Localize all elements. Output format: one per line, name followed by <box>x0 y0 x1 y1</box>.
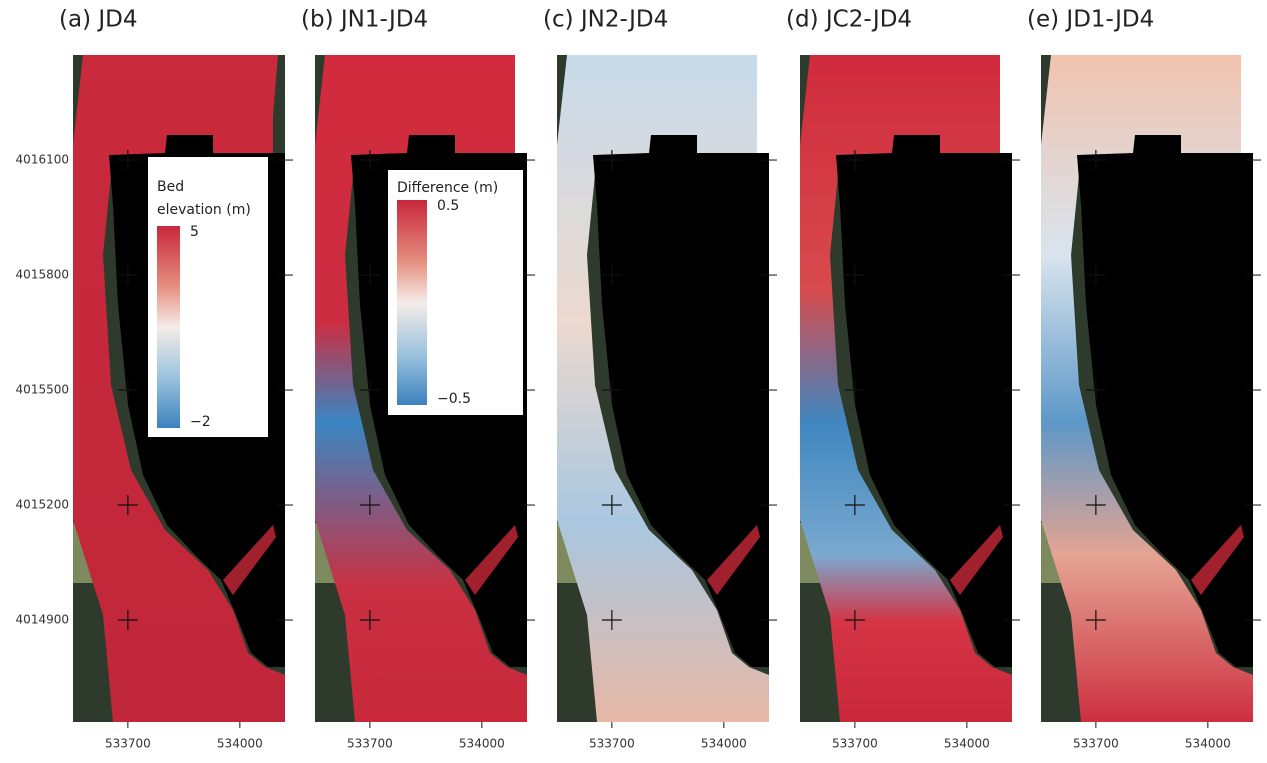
map-panel <box>800 55 1012 722</box>
colorbar <box>157 226 180 428</box>
difference-surface <box>315 55 527 722</box>
notch <box>1241 55 1253 153</box>
crosshair <box>844 150 865 171</box>
crosshair <box>117 380 138 401</box>
crosshair <box>844 610 865 631</box>
crosshair <box>359 495 380 516</box>
panel-title: (b) JN1-JD4 <box>301 7 428 33</box>
crosshair <box>117 495 138 516</box>
crosshair <box>601 610 622 631</box>
legend-tick-label: 5 <box>190 224 199 240</box>
panel-title: (e) JD1-JD4 <box>1027 7 1154 33</box>
y-tick-label: 4015800 <box>16 268 69 282</box>
jetty <box>223 525 276 595</box>
panel-title: (c) JN2-JD4 <box>543 7 668 33</box>
difference-surface <box>800 55 1012 722</box>
x-tick-label: 533700 <box>105 737 151 751</box>
panel-title: (d) JC2-JD4 <box>786 7 912 33</box>
y-tick-label: 4014900 <box>16 613 69 627</box>
crosshair <box>1085 265 1106 286</box>
difference-surface <box>1041 55 1253 722</box>
crosshair <box>117 265 138 286</box>
reservoir <box>836 135 1012 667</box>
colorbar <box>397 200 427 405</box>
legend-title: Bed <box>157 179 184 195</box>
jetty <box>1191 525 1244 595</box>
crosshair <box>844 495 865 516</box>
difference-surface <box>73 55 285 722</box>
crosshair <box>359 265 380 286</box>
jetty <box>465 525 518 595</box>
map-panel <box>557 55 769 722</box>
crosshair <box>359 150 380 171</box>
crosshair <box>1085 380 1106 401</box>
x-tick-label: 533700 <box>832 737 878 751</box>
x-tick-label: 533700 <box>1073 737 1119 751</box>
legend-title: Difference (m) <box>397 180 498 196</box>
map-panel <box>1041 55 1253 722</box>
x-tick-label: 533700 <box>347 737 393 751</box>
legend-tick-label: −0.5 <box>437 391 471 407</box>
x-tick-label: 534000 <box>701 737 747 751</box>
reservoir <box>593 135 769 667</box>
x-tick-label: 533700 <box>589 737 635 751</box>
crosshair <box>1085 150 1106 171</box>
difference-surface <box>557 55 769 722</box>
crosshair <box>601 150 622 171</box>
crosshair <box>359 610 380 631</box>
panel-title: (a) JD4 <box>59 7 137 33</box>
legend-tick-label: 0.5 <box>437 198 459 214</box>
jetty <box>707 525 760 595</box>
jetty <box>950 525 1003 595</box>
crosshair <box>1085 495 1106 516</box>
crosshair <box>844 265 865 286</box>
legend-title: elevation (m) <box>157 202 251 218</box>
legend-tick-label: −2 <box>190 414 211 430</box>
notch <box>757 55 769 153</box>
crosshair <box>117 610 138 631</box>
y-tick-label: 4015200 <box>16 498 69 512</box>
crosshair <box>844 380 865 401</box>
reservoir <box>1077 135 1253 667</box>
notch <box>515 55 527 153</box>
x-tick-label: 534000 <box>944 737 990 751</box>
x-tick-label: 534000 <box>459 737 505 751</box>
y-tick-label: 4016100 <box>16 153 69 167</box>
x-tick-label: 534000 <box>1185 737 1231 751</box>
y-tick-label: 4015500 <box>16 383 69 397</box>
x-tick-label: 534000 <box>217 737 263 751</box>
crosshair <box>601 495 622 516</box>
crosshair <box>1085 610 1106 631</box>
notch <box>1000 55 1012 153</box>
crosshair <box>359 380 380 401</box>
crosshair <box>601 265 622 286</box>
crosshair <box>601 380 622 401</box>
crosshair <box>117 150 138 171</box>
